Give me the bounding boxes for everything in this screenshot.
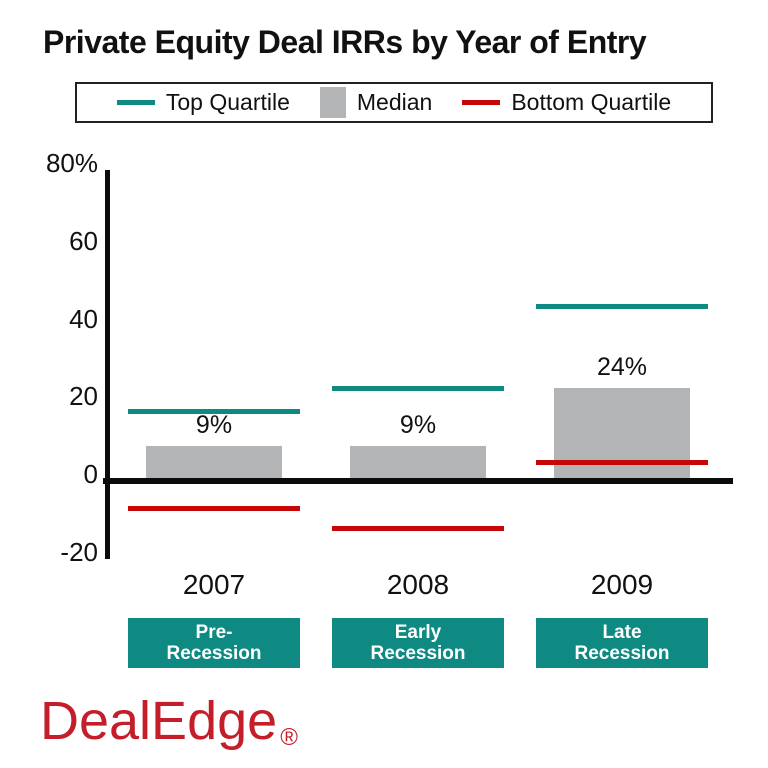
bottom-quartile-swatch-icon [462, 100, 501, 105]
chart-title: Private Equity Deal IRRs by Year of Entr… [43, 24, 647, 60]
phase-badge: Pre- Recession [128, 618, 300, 668]
legend: Top Quartile Median Bottom Quartile [75, 82, 713, 123]
bottom-quartile-line [536, 459, 708, 465]
y-axis-line [105, 170, 110, 559]
y-axis-tick-label: 40 [69, 303, 98, 334]
median-bar [146, 446, 282, 478]
phase-badge-line2: Recession [574, 643, 670, 664]
x-axis-year-label: 2007 [182, 569, 246, 600]
phase-badge-line1: Early [394, 622, 442, 643]
top-quartile-line [536, 304, 708, 310]
legend-label-top-quartile: Top Quartile [165, 89, 290, 115]
legend-item-bottom-quartile: Bottom Quartile [462, 89, 671, 116]
phase-badge-line2: Recession [166, 643, 262, 664]
median-bar [350, 446, 486, 478]
bottom-quartile-line [128, 506, 300, 512]
median-value-label: 9% [195, 411, 233, 439]
y-axis-tick-label: 0 [83, 459, 98, 489]
dealedge-logo: DealEdge ® [40, 690, 298, 752]
median-swatch-icon [319, 87, 346, 118]
logo-text: DealEdge [40, 691, 278, 751]
phase-badge-line1: Pre- [195, 622, 233, 643]
bottom-quartile-line [332, 525, 504, 531]
registered-trademark-icon: ® [280, 724, 298, 751]
y-axis-tick-label: 80% [45, 148, 98, 178]
y-axis-tick-label: 20 [69, 381, 98, 412]
phase-badge: Early Recession [332, 618, 504, 668]
phase-badge: Late Recession [536, 618, 708, 668]
x-axis-year-label: 2008 [386, 569, 450, 600]
y-axis-tick-label: -20 [60, 536, 98, 567]
legend-item-top-quartile: Top Quartile [116, 89, 290, 116]
x-axis-zero-line [103, 478, 733, 484]
x-axis-year-label: 2009 [590, 569, 654, 600]
legend-item-median: Median [319, 87, 433, 118]
legend-label-median: Median [356, 89, 433, 115]
median-value-label: 9% [399, 411, 437, 439]
top-quartile-line [128, 409, 300, 415]
median-value-label: 24% [596, 352, 648, 381]
top-quartile-line [332, 385, 504, 391]
top-quartile-swatch-icon [116, 100, 155, 105]
phase-badge-line2: Recession [370, 643, 466, 664]
phase-badge-line1: Late [602, 622, 642, 643]
y-axis-tick-label: 60 [69, 225, 98, 256]
legend-label-bottom-quartile: Bottom Quartile [511, 89, 672, 115]
